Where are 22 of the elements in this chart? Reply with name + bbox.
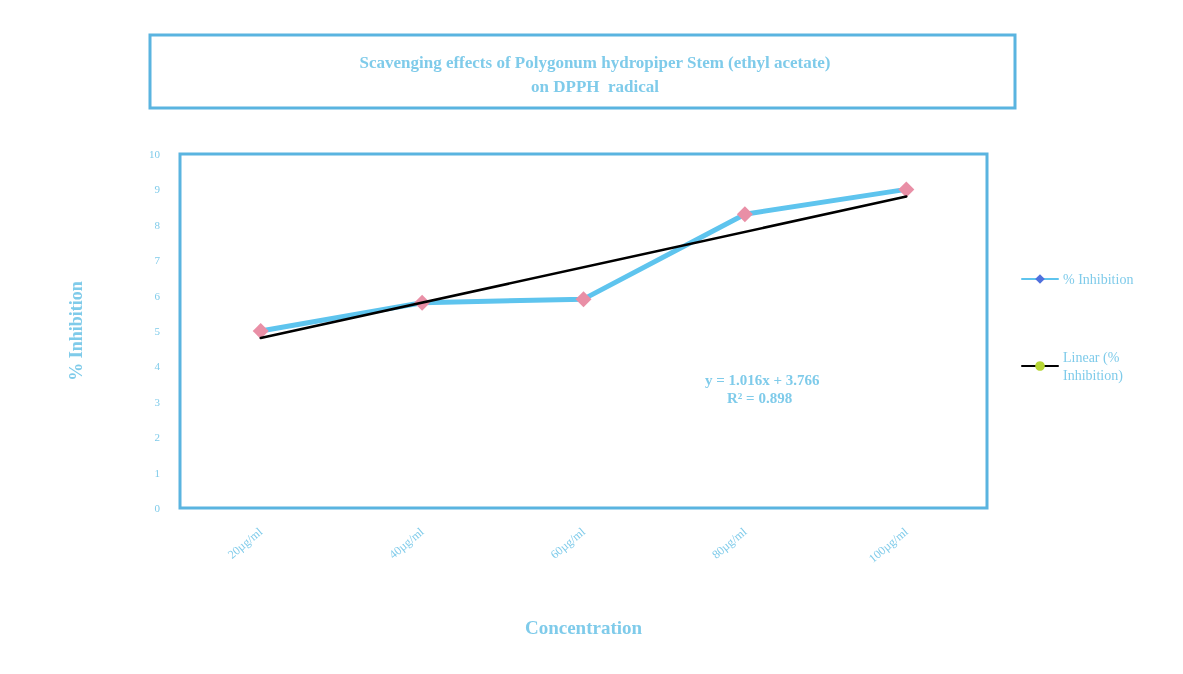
- legend-label: % Inhibition: [1063, 271, 1134, 287]
- y-tick-label: 4: [154, 360, 161, 373]
- annotation: R² = 0.898: [727, 389, 793, 406]
- y-tick-label: 9: [154, 183, 161, 196]
- point: [252, 323, 269, 339]
- y-tick-label: 5: [154, 325, 161, 337]
- y-tick-label: 3: [154, 395, 161, 408]
- y-tick-label: 1: [154, 466, 160, 479]
- y-tick-label: 0: [154, 502, 161, 514]
- legend-label: Linear (% Inhibition): [1063, 349, 1124, 384]
- point: [898, 181, 915, 198]
- chart-title: Scavenging effects of Polygonum hydropiper Stem (ethyl acetate) on DPPH radical: [359, 52, 831, 96]
- y-tick-label: 8: [154, 218, 161, 231]
- point: [736, 206, 753, 223]
- y-tick-label: 10: [149, 148, 161, 160]
- point: [575, 291, 592, 308]
- annotation: y = 1.016x + 3.766: [705, 371, 821, 388]
- x-axis-title: Concentration: [524, 617, 643, 638]
- y-axis-title: % Inhibition: [66, 281, 86, 381]
- y-tick-label: 2: [154, 431, 160, 444]
- y-tick-label: 6: [154, 289, 161, 302]
- y-tick-label: 7: [154, 254, 161, 267]
